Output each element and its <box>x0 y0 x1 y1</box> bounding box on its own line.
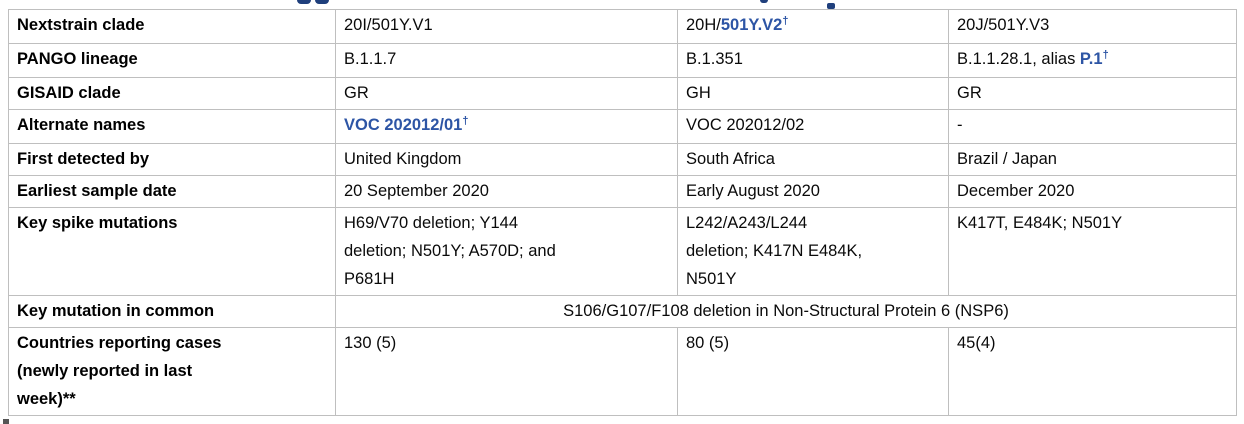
cell-text-segment: B.1.1.28.1, alias <box>957 50 1080 68</box>
table-cell: Early August 2020 <box>677 175 949 208</box>
cell-text-segment: H69/V70 deletion; Y144 deletion; N501Y; … <box>344 214 556 288</box>
table-cell: GR <box>948 77 1237 110</box>
cell-text-segment: Early August 2020 <box>686 182 820 200</box>
table-cell: GR <box>335 77 678 110</box>
title-descender-icon <box>827 3 835 9</box>
cell-text-segment: GR <box>344 84 369 102</box>
row-label: Key mutation in common <box>8 295 336 328</box>
variant-comparison-table: Nextstrain clade 20I/501Y.V1 20H/501Y.V2† 2… <box>8 9 1237 416</box>
table-row: Key mutation in common S106/G107/F108 del… <box>8 295 1237 328</box>
table-cell: L242/A243/L244 deletion; K417N E484K, N5… <box>677 207 949 296</box>
cell-text-segment: GR <box>957 84 982 102</box>
row-label: First detected by <box>8 143 336 176</box>
cell-text-segment: K417T, E484K; N501Y <box>957 214 1123 232</box>
row-label: Alternate names <box>8 109 336 144</box>
table-cell: 80 (5) <box>677 327 949 416</box>
cell-text-segment: VOC 202012/02 <box>686 116 805 134</box>
table-cell: K417T, E484K; N501Y <box>948 207 1237 296</box>
table-cell: 45(4) <box>948 327 1237 416</box>
cell-text-segment: † <box>1102 49 1109 61</box>
clipped-footnote-fragment <box>3 419 9 424</box>
table-cell: 20 September 2020 <box>335 175 678 208</box>
variant-table-body: Nextstrain clade 20I/501Y.V1 20H/501Y.V2† 2… <box>8 9 1237 416</box>
table-cell: 20H/501Y.V2† <box>677 9 949 44</box>
table-cell: GH <box>677 77 949 110</box>
cell-text-segment: 20 September 2020 <box>344 182 489 200</box>
table-cell: VOC 202012/01† <box>335 109 678 144</box>
table-cell: - <box>948 109 1237 144</box>
cell-text-segment: GH <box>686 84 711 102</box>
table-cell: VOC 202012/02 <box>677 109 949 144</box>
row-label: Key spike mutations <box>8 207 336 296</box>
table-row: PANGO lineage B.1.1.7 B.1.351 B.1.1.28.1, a… <box>8 43 1237 78</box>
cell-text-segment: 80 (5) <box>686 334 730 352</box>
table-cell: B.1.351 <box>677 43 949 78</box>
title-descender-icon <box>315 0 329 4</box>
cell-text-segment: 45(4) <box>957 334 996 352</box>
cell-text-segment: VOC 202012/01 <box>344 116 463 134</box>
title-descender-icon <box>297 0 311 4</box>
table-row: Earliest sample date 20 September 2020 Ear… <box>8 175 1237 208</box>
row-label: PANGO lineage <box>8 43 336 78</box>
table-cell: 20J/501Y.V3 <box>948 9 1237 44</box>
cell-text-segment: 20H/ <box>686 16 721 34</box>
table-row: GISAID clade GR GH GR <box>8 77 1237 110</box>
cell-text-segment: † <box>782 15 789 27</box>
cell-text-segment: South Africa <box>686 150 775 168</box>
cell-text-segment: B.1.351 <box>686 50 743 68</box>
cell-text-segment: P.1 <box>1079 50 1103 68</box>
cell-text-segment: 20I/501Y.V1 <box>344 16 433 34</box>
table-cell: B.1.1.7 <box>335 43 678 78</box>
cell-text-segment: 130 (5) <box>344 334 397 352</box>
cell-text-segment: B.1.1.7 <box>344 50 397 68</box>
table-cell: 130 (5) <box>335 327 678 416</box>
table-row: Key spike mutations H69/V70 deletion; Y14… <box>8 207 1237 296</box>
table-row: First detected by United Kingdom South Afr… <box>8 143 1237 176</box>
table-row: Countries reporting cases (newly reporte… <box>8 327 1237 416</box>
row-label: Nextstrain clade <box>8 9 336 44</box>
cell-text-segment: - <box>957 116 963 134</box>
table-cell: S106/G107/F108 deletion in Non-Structura… <box>335 295 1237 328</box>
table-cell: Brazil / Japan <box>948 143 1237 176</box>
cell-text-segment: United Kingdom <box>344 150 462 168</box>
row-label: GISAID clade <box>8 77 336 110</box>
table-cell: South Africa <box>677 143 949 176</box>
cell-text-segment: 20J/501Y.V3 <box>957 16 1050 34</box>
table-row: Nextstrain clade 20I/501Y.V1 20H/501Y.V2† 2… <box>8 9 1237 44</box>
table-cell: H69/V70 deletion; Y144 deletion; N501Y; … <box>335 207 678 296</box>
cell-text-segment: 501Y.V2 <box>720 16 783 34</box>
table-cell: United Kingdom <box>335 143 678 176</box>
title-descender-icon <box>760 0 768 3</box>
row-label: Earliest sample date <box>8 175 336 208</box>
cell-text-segment: S106/G107/F108 deletion in Non-Structura… <box>563 302 1009 320</box>
table-cell: 20I/501Y.V1 <box>335 9 678 44</box>
row-label: Countries reporting cases (newly reporte… <box>8 327 336 416</box>
table-row: Alternate names VOC 202012/01† VOC 202012/… <box>8 109 1237 144</box>
table-cell: December 2020 <box>948 175 1237 208</box>
cell-text-segment: L242/A243/L244 deletion; K417N E484K, N5… <box>686 214 863 288</box>
table-cell: B.1.1.28.1, alias P.1† <box>948 43 1237 78</box>
cell-text-segment: Brazil / Japan <box>957 150 1057 168</box>
cell-text-segment: December 2020 <box>957 182 1075 200</box>
cell-text-segment: † <box>462 115 469 127</box>
